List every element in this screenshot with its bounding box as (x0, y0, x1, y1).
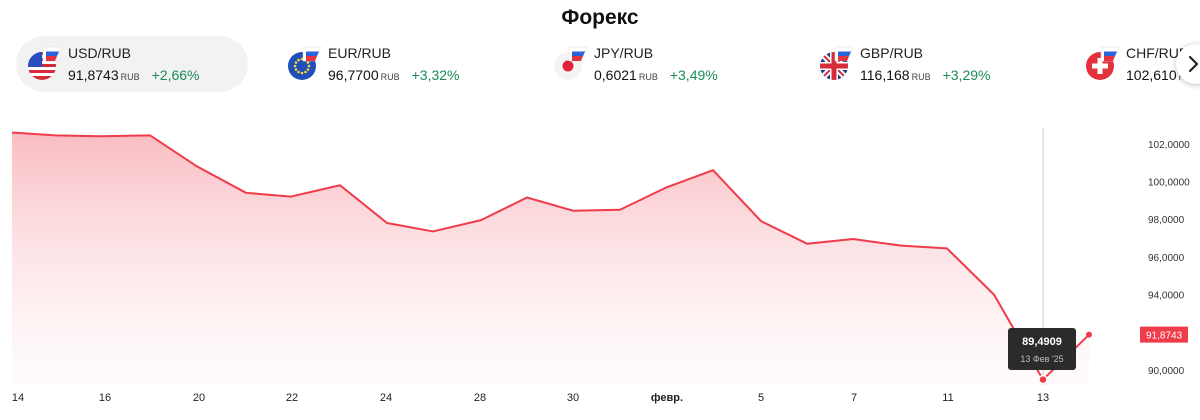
x-tick-label: 13 (1037, 392, 1049, 404)
current-price-badge (1140, 326, 1188, 343)
ticker-strip: USD/RUB 91,8743 RUB +2,66% EUR/RUB (0, 36, 1200, 94)
y-tick-label: 100,0000 (1148, 178, 1190, 189)
x-tick-label: 22 (286, 392, 298, 404)
tooltip-box (1008, 328, 1076, 370)
ticker-currency: RUB (380, 72, 400, 82)
series-line (11, 131, 1090, 381)
x-tick-label: 20 (193, 392, 205, 404)
y-tick-label: 96,0000 (1148, 253, 1185, 264)
x-tick-label: 11 (942, 392, 953, 404)
ticker-currency: RUB (120, 72, 140, 82)
ticker-rate: 96,7700 (328, 67, 379, 83)
chart-area (12, 132, 1089, 385)
ticker-rate: 116,168 (860, 67, 910, 83)
ticker-pair: GBP/RUB (860, 45, 924, 61)
y-tick-label: 98,0000 (1148, 215, 1185, 226)
ticker-eur-rub[interactable]: EUR/RUB 96,7700 RUB +3,32% (276, 36, 508, 92)
ru-flag-icon (42, 46, 62, 62)
ticker-change: +3,49% (669, 67, 718, 83)
ticker-change: +2,66% (151, 67, 200, 83)
ru-flag-icon (302, 46, 322, 62)
last-point (1086, 331, 1092, 338)
ticker-usd-rub[interactable]: USD/RUB 91,8743 RUB +2,66% (16, 36, 248, 92)
ticker-currency: RUB (638, 72, 658, 82)
x-tick-label: 24 (380, 392, 392, 404)
y-tick-label: 94,0000 (1148, 291, 1185, 302)
x-tick-label: 7 (851, 392, 857, 404)
ticker-pair: USD/RUB (68, 45, 132, 61)
ticker-pair: CHF/RUB (1126, 45, 1189, 61)
ticker-change: +3,29% (942, 67, 991, 83)
ticker-pair: JPY/RUB (594, 45, 654, 61)
hover-point (1038, 374, 1048, 385)
x-tick-label: 28 (474, 392, 486, 404)
tooltip-date: 13 Фев '25 (1020, 354, 1063, 364)
ticker-jpy-rub[interactable]: JPY/RUB 0,6021 RUB +3,49% (542, 36, 774, 92)
ticker-gbp-rub[interactable]: GBP/RUB 116,168 RUB +3,29% (808, 36, 1040, 92)
current-price-label: 91,8743 (1146, 331, 1183, 342)
ticker-rate: 0,6021 (594, 67, 637, 83)
chevron-right-icon (1188, 55, 1199, 73)
next-tickers-button[interactable] (1176, 44, 1200, 84)
ticker-rate: 91,8743 (68, 67, 119, 83)
x-tick-label: 14 (12, 392, 24, 404)
ru-flag-icon (568, 46, 588, 62)
ticker-change: +3,32% (411, 67, 460, 83)
x-tick-label: 30 (567, 392, 579, 404)
y-tick-label: 90,0000 (1148, 366, 1185, 377)
price-chart[interactable]: 102,0000100,000098,000096,000094,000092,… (0, 120, 1200, 410)
y-tick-label: 102,0000 (1148, 140, 1190, 151)
ticker-currency: RUB (911, 72, 931, 82)
x-tick-label: 5 (758, 392, 764, 404)
ticker-pair: EUR/RUB (328, 45, 392, 61)
tooltip-value: 89,4909 (1022, 336, 1062, 348)
ru-flag-icon (1100, 46, 1120, 62)
x-tick-label: 16 (99, 392, 111, 404)
ru-flag-icon (834, 46, 854, 62)
ticker-rate: 102,610 (1126, 67, 1177, 83)
page-title: Форекс (561, 6, 639, 29)
x-tick-label: февр. (651, 392, 683, 404)
